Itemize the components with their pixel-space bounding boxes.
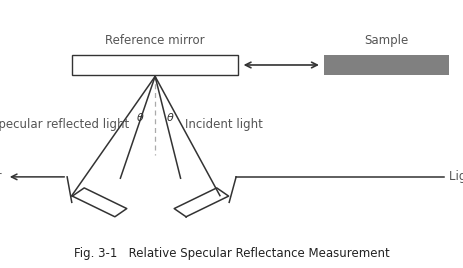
Text: Light source: Light source <box>449 170 463 183</box>
Text: Fig. 3-1   Relative Specular Reflectance Measurement: Fig. 3-1 Relative Specular Reflectance M… <box>74 247 389 260</box>
Text: θ: θ <box>137 113 144 123</box>
Bar <box>72 55 238 75</box>
Text: Specular reflected light: Specular reflected light <box>0 118 130 131</box>
Text: Sample: Sample <box>364 34 409 47</box>
Bar <box>324 55 449 75</box>
Text: θ: θ <box>167 113 173 123</box>
Text: Reference mirror: Reference mirror <box>105 34 205 47</box>
Text: Detector: Detector <box>0 170 2 183</box>
Text: Incident light: Incident light <box>185 118 263 131</box>
